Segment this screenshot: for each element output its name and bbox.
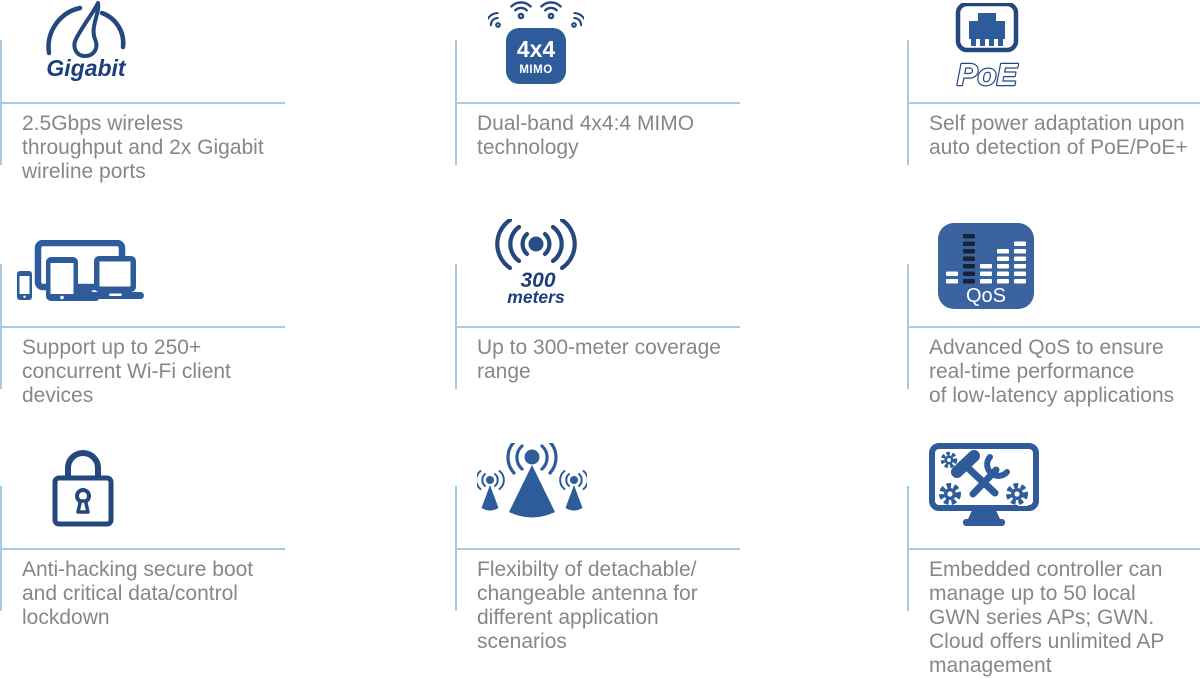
lock-icon [52,450,114,527]
horizontal-divider [907,102,1200,104]
feature-card-qos: QoS Advanced QoS to ensure real-time per… [907,223,1200,446]
mimo-sub-label: MIMO [519,64,552,76]
range-main-label: 300 [520,269,555,292]
laptop-shape [87,256,144,299]
feature-card-clients: Support up to 250+ concurrent Wi-Fi clie… [0,224,285,446]
feature-description: Embedded controller can manage up to 50 … [929,558,1165,677]
feature-description: Up to 300-meter coverage range [477,336,721,383]
wifi-mimo-icon: 4x4 MIMO [488,1,584,84]
qos-equalizer-icon: QoS [938,223,1034,309]
range-sub-label: meters [507,287,565,307]
feature-description: 2.5Gbps wireless throughput and 2x Gigab… [22,112,264,183]
management-monitor-icon [929,443,1039,526]
feature-description: Advanced QoS to ensure real-time perform… [929,336,1175,407]
feature-description: Flexibilty of detachable/ changeable ant… [477,558,698,653]
horizontal-divider [0,102,285,104]
antenna-icon [477,443,587,518]
horizontal-divider [0,326,285,328]
horizontal-divider [0,548,285,550]
poe-label: PoE [957,57,1019,92]
feature-description: Self power adaptation upon auto detectio… [929,112,1188,159]
wrench-shape [969,454,1010,498]
tablet-shape [46,257,78,301]
gigabit-label: Gigabit [46,55,126,81]
feature-card-controller: Embedded controller can manage up to 50 … [907,443,1200,677]
feature-card-coverage: 300 meters Up to 300-meter coverage rang… [455,219,740,446]
feature-card-antenna: Flexibilty of detachable/ changeable ant… [455,443,740,672]
feature-card-gigabit: Gigabit 2.5Gbps wireless throughput and … [0,0,285,224]
horizontal-divider [455,326,740,328]
horizontal-divider [907,326,1200,328]
speedometer-icon [46,1,126,58]
qos-label: QoS [966,285,1006,307]
mimo-main-label: 4x4 [517,36,556,62]
feature-description: Support up to 250+ concurrent Wi-Fi clie… [22,336,231,407]
client-devices-icon [17,240,144,301]
feature-description: Dual-band 4x4:4 MIMO technology [477,112,695,159]
feature-card-mimo: 4x4 MIMO Dual-band 4x4:4 MIMO technology [455,0,740,224]
signal-range-icon: 300 meters [495,219,577,307]
ethernet-poe-icon: PoE [956,3,1020,93]
horizontal-divider [455,102,740,104]
horizontal-divider [455,548,740,550]
feature-description: Anti-hacking secure boot and critical da… [22,558,254,629]
feature-card-security: Anti-hacking secure boot and critical da… [0,446,285,672]
horizontal-divider [907,548,1200,550]
phone-shape [17,271,32,300]
feature-card-poe: PoE Self power adaptation upon auto dete… [907,0,1200,224]
